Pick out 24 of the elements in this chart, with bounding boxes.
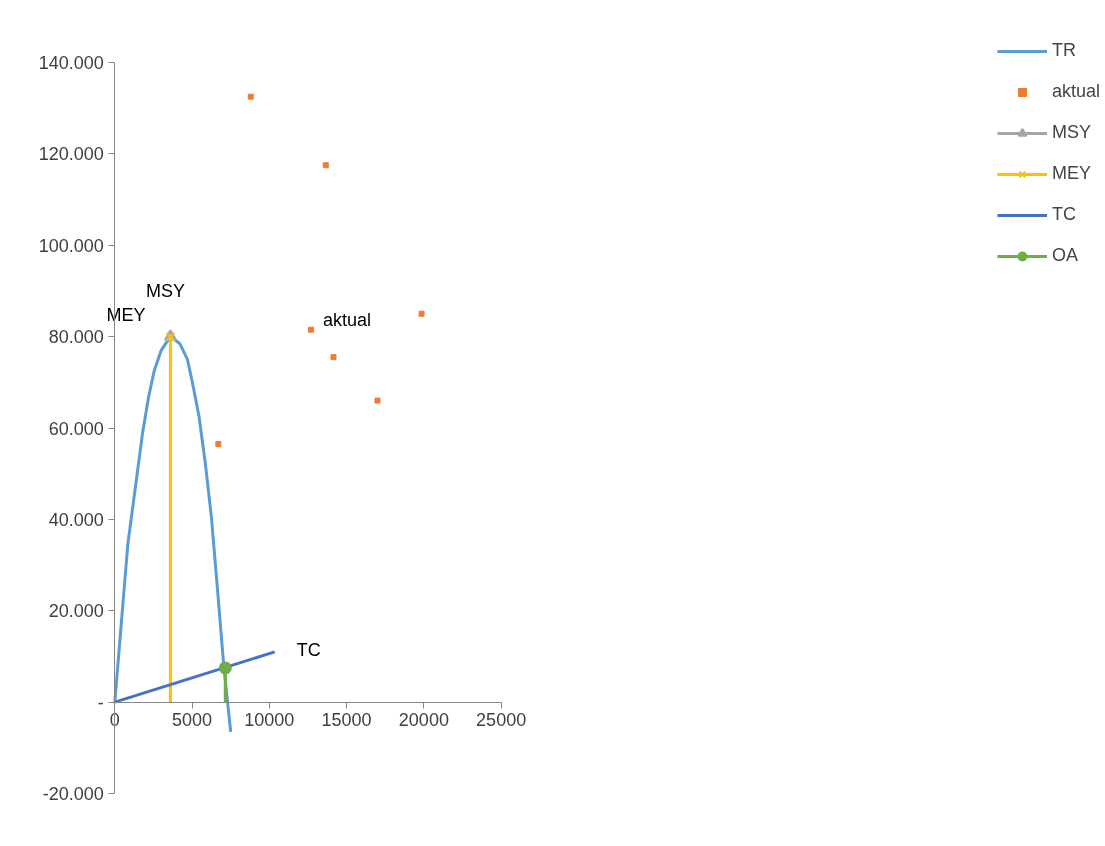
y-tick-label: 80.000: [48, 327, 104, 348]
legend-label: aktual: [1051, 81, 1100, 102]
x-tick-label: 10000: [244, 710, 295, 731]
x-tick-label: 25000: [476, 710, 527, 731]
annotation: MSY: [145, 280, 185, 301]
y-tick-label: 140.000: [38, 52, 104, 73]
annotation: TC: [296, 639, 321, 660]
legend-label: MSY: [1051, 122, 1091, 143]
annotation: MEY: [106, 304, 146, 325]
legend-label: TR: [1051, 40, 1076, 61]
legend-label: TC: [1051, 204, 1076, 225]
x-tick-label: 20000: [398, 710, 449, 731]
y-tick-label: 60.000: [48, 418, 104, 439]
x-tick-label: 5000: [172, 710, 213, 731]
y-tick-label: 20.000: [48, 601, 104, 622]
x-tick-label: 15000: [321, 710, 372, 731]
annotation: aktual: [323, 309, 372, 330]
legend-label: MEY: [1051, 163, 1091, 184]
y-tick-label: 100.000: [38, 235, 104, 256]
y-tick-label: -: [97, 692, 104, 713]
y-tick-label: 40.000: [48, 509, 104, 530]
y-tick-label: -20.000: [42, 784, 104, 805]
legend-label: OA: [1051, 245, 1078, 266]
y-tick-label: 120.000: [38, 144, 104, 165]
